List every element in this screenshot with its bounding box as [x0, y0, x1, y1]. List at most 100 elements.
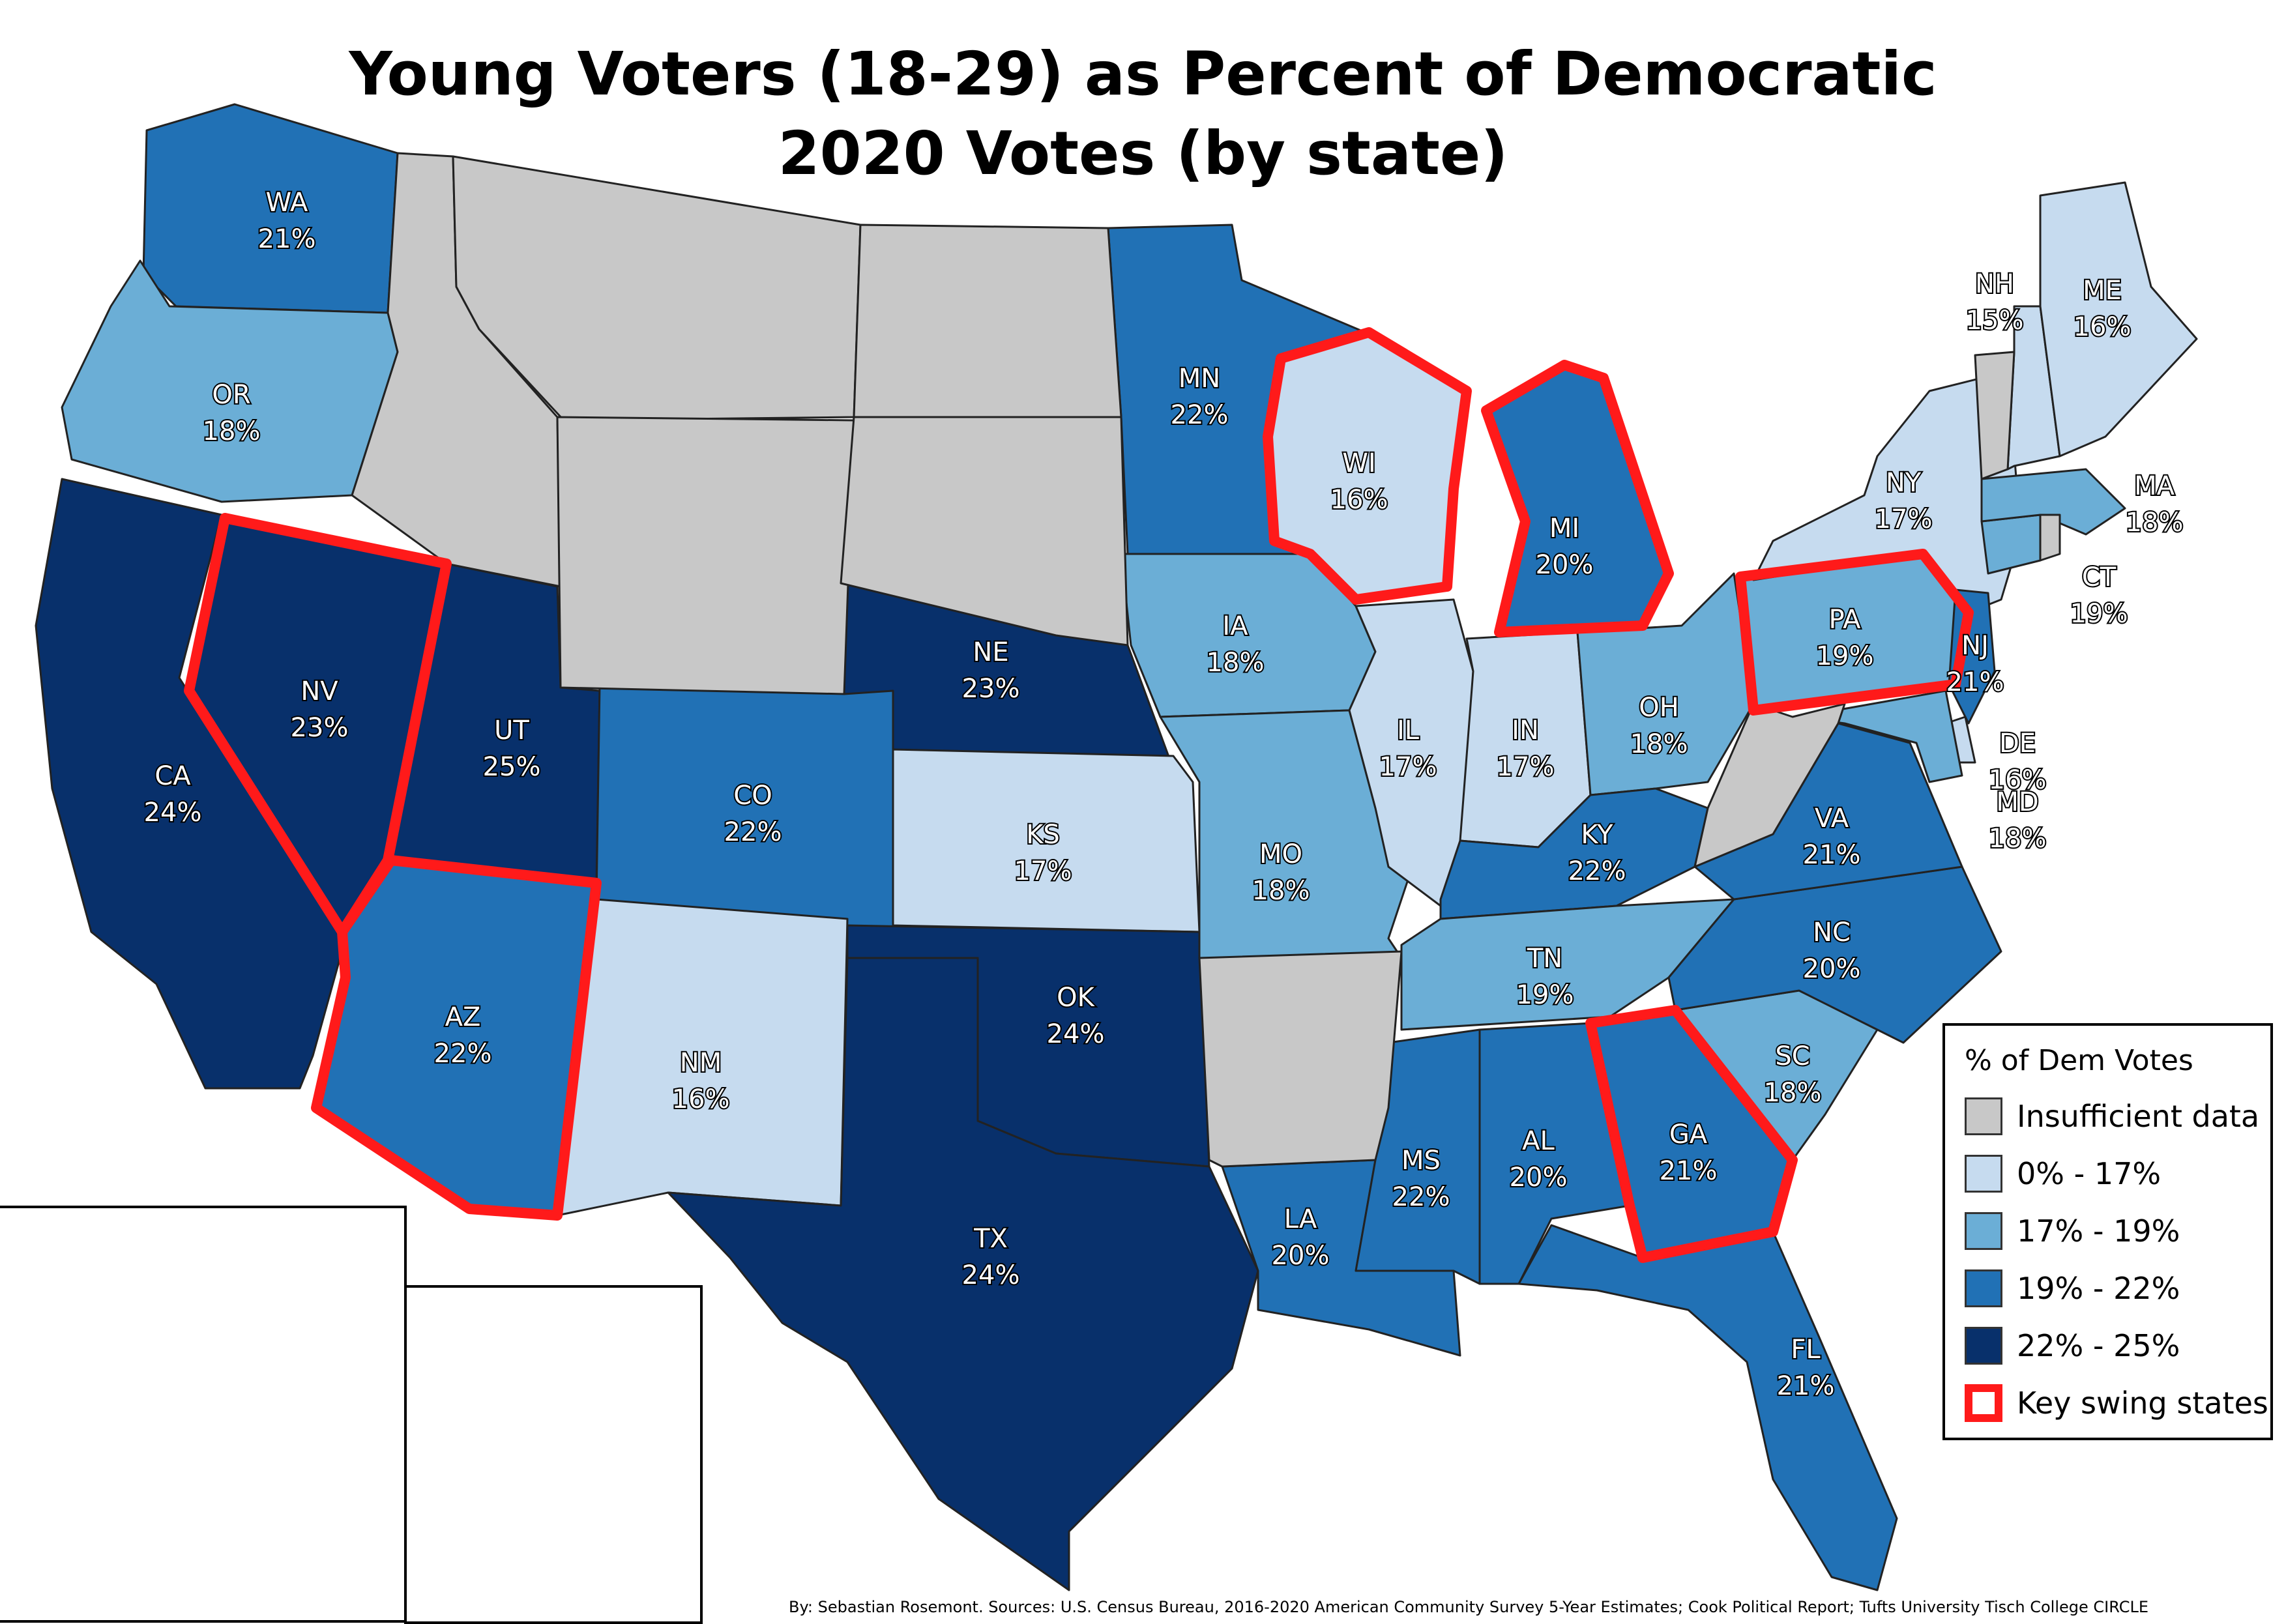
legend-item-17-19: 17% - 19%: [1965, 1211, 2180, 1251]
state-ct: [1980, 514, 2042, 575]
state-abbr-label: CA: [154, 761, 191, 791]
swing-outline-pa: [1735, 549, 1974, 716]
legend-label: 17% - 19%: [2017, 1213, 2180, 1249]
state-abbr-label: NH: [1975, 269, 2014, 299]
state-ca: [35, 478, 347, 1090]
state-abbr-label: MN: [1179, 364, 1220, 394]
state-shape-me: [2039, 181, 2198, 457]
legend-title: % of Dem Votes: [1965, 1044, 2193, 1077]
state-value-label: 17%: [1379, 752, 1437, 782]
state-ar: [1198, 950, 1403, 1168]
state-abbr-label: NC: [1813, 918, 1851, 948]
state-value-label: 24%: [962, 1260, 1020, 1290]
state-value-label: 18%: [1989, 824, 2047, 854]
state-abbr-label: NJ: [1961, 631, 1989, 661]
state-value-label: 20%: [1536, 550, 1594, 580]
state-shape-ri: [2039, 514, 2061, 562]
state-abbr-label: SC: [1775, 1041, 1810, 1071]
state-shape-co: [595, 683, 898, 940]
legend-label: Insufficient data: [2017, 1099, 2260, 1134]
state-shape-nd: [853, 224, 1122, 418]
state-or: [61, 259, 399, 503]
map-title-line-1: Young Voters (18-29) as Percent of Democ…: [349, 39, 1937, 109]
state-abbr-label: WI: [1342, 448, 1375, 478]
state-abbr-label: MS: [1401, 1146, 1441, 1176]
state-value-label: 22%: [724, 817, 782, 847]
state-abbr-label: IA: [1222, 611, 1248, 641]
state-value-label: 23%: [962, 674, 1020, 704]
state-labels-layer: WA 21% OR 18% CA 24% NV 23% UT 25% AZ 22% CO 22% NM 16%…: [143, 186, 2185, 1402]
state-value-label: 19%: [1516, 980, 1574, 1010]
legend-swatch-17-19: [1965, 1212, 2002, 1250]
legend: % of Dem Votes Insufficient data 0% - 17…: [1942, 1023, 2273, 1440]
state-abbr-label: NE: [973, 637, 1008, 667]
state-shape-fl: [1517, 1224, 1898, 1591]
state-value-label: 21%: [1660, 1156, 1718, 1186]
state-shape-ks: [892, 748, 1201, 933]
state-value-label: 18%: [1764, 1078, 1822, 1108]
swing-outline-az: [311, 855, 602, 1221]
state-shape-wy: [556, 416, 855, 695]
state-abbr-label: OH: [1639, 693, 1679, 723]
source-credit: By: Sebastian Rosemont. Sources: U.S. Ce…: [789, 1598, 2148, 1616]
state-fl: [1517, 1224, 1898, 1591]
state-shape-ar: [1198, 950, 1403, 1168]
legend-label: 0% - 17%: [2017, 1156, 2161, 1191]
state-value-label: 15%: [1966, 306, 2024, 336]
state-shape-ct: [1980, 514, 2042, 575]
state-value-label: 18%: [1207, 648, 1265, 678]
legend-label: 22% - 25%: [2017, 1328, 2180, 1363]
state-nd: [853, 224, 1122, 418]
state-abbr-label: TN: [1527, 944, 1562, 974]
state-value-label: 22%: [1568, 856, 1626, 886]
state-value-label: 22%: [1392, 1182, 1450, 1212]
state-shape-nj: [1948, 588, 1996, 725]
legend-label: 19% - 22%: [2017, 1271, 2180, 1306]
state-value-label: 18%: [1630, 729, 1688, 759]
state-abbr-label: LA: [1284, 1204, 1317, 1234]
state-value-label: 24%: [1047, 1019, 1105, 1049]
state-value-label: 20%: [1510, 1163, 1568, 1193]
state-abbr-label: NM: [680, 1048, 722, 1078]
state-sd: [840, 416, 1129, 646]
state-value-label: 22%: [1171, 400, 1229, 430]
state-abbr-label: CO: [733, 781, 772, 811]
state-wy: [556, 416, 855, 695]
state-abbr-label: KS: [1026, 820, 1060, 850]
state-abbr-label: DE: [1999, 729, 2036, 759]
state-shape-ma: [1980, 468, 2126, 536]
state-abbr-label: MA: [2134, 471, 2175, 501]
state-vt: [1974, 351, 2015, 480]
state-value-label: 16%: [2074, 312, 2132, 342]
state-abbr-label: OR: [212, 380, 250, 410]
state-value-label: 21%: [1777, 1371, 1835, 1401]
state-abbr-label: KY: [1581, 820, 1613, 850]
state-abbr-label: IN: [1512, 716, 1539, 746]
state-value-label: 23%: [291, 713, 349, 743]
swing-outline-mi: [1481, 360, 1674, 637]
state-nj: [1948, 588, 1996, 725]
state-abbr-label: NY: [1886, 468, 1922, 498]
legend-swatch-0-17: [1965, 1155, 2002, 1193]
legend-swatch-swing: [1965, 1384, 2002, 1422]
state-ma: [1980, 468, 2126, 536]
state-co: [595, 683, 898, 940]
state-abbr-label: OK: [1057, 983, 1095, 1013]
legend-item-22-25: 22% - 25%: [1965, 1326, 2180, 1366]
state-abbr-label: UT: [494, 716, 529, 746]
state-abbr-label: AZ: [445, 1002, 481, 1032]
state-value-label: 16%: [1989, 765, 2047, 795]
state-shape-ca: [35, 478, 347, 1090]
legend-item-19-22: 19% - 22%: [1965, 1268, 2180, 1309]
state-value-label: 21%: [1803, 840, 1861, 870]
state-abbr-label: CT: [2082, 562, 2117, 592]
state-abbr-label: VA: [1815, 804, 1849, 834]
state-value-label: 24%: [144, 798, 202, 828]
state-value-label: 17%: [1014, 856, 1072, 886]
map-title-line-2: 2020 Votes (by state): [778, 119, 1508, 188]
legend-swatch-22-25: [1965, 1327, 2002, 1365]
swing-outline-wi: [1263, 327, 1472, 605]
state-abbr-label: MD: [1996, 787, 2038, 817]
state-value-label: 20%: [1803, 954, 1861, 984]
state-value-label: 16%: [672, 1084, 730, 1114]
